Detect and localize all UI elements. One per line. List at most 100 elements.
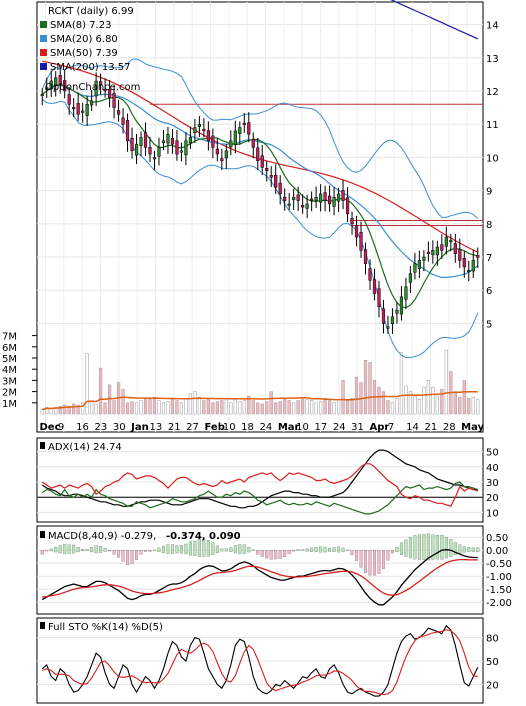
macd-histogram-bar	[278, 550, 282, 559]
candle-down	[121, 117, 125, 125]
macd-histogram-bar	[319, 546, 323, 553]
macd-histogram-bar	[184, 543, 188, 555]
price-panel	[36, 1, 484, 433]
candle-down	[130, 137, 134, 152]
volume-bar	[242, 400, 246, 415]
volume-bar	[476, 399, 480, 415]
date-tick-label: 10	[296, 422, 309, 433]
macd-histogram-bar	[251, 549, 255, 551]
candle-down	[103, 88, 107, 92]
volume-bar	[202, 400, 206, 415]
candle-down	[269, 175, 273, 178]
candle-up	[467, 270, 471, 273]
volume-bar	[256, 402, 260, 415]
volume-bar	[386, 400, 390, 415]
macd-label: MACD(8,40,9) -0.279,	[48, 531, 156, 542]
volume-bar	[422, 386, 426, 415]
price-tick-label: 5	[486, 319, 492, 330]
macd-histogram-bar	[126, 550, 130, 565]
volume-bar	[40, 409, 44, 415]
candle-up	[336, 193, 341, 202]
candle-up	[139, 137, 143, 146]
candle-down	[247, 122, 251, 135]
volume-bar	[170, 399, 175, 415]
macd-histogram-bar	[323, 546, 327, 553]
volume-bar	[85, 353, 89, 415]
macd-histogram-bar	[130, 550, 134, 565]
macd-histogram-bar	[112, 550, 116, 555]
price-axis: 14 13 12 11 10 9 8 7 6 5	[486, 21, 499, 331]
volume-average-line	[42, 390, 478, 411]
candle-down	[260, 155, 264, 168]
macd-histogram-bar	[462, 546, 466, 553]
candle-down	[323, 192, 327, 201]
volume-bar	[287, 400, 291, 415]
volume-bar	[292, 402, 296, 415]
legend: SMA(8) 7.23 SMA(20) 6.80 SMA(50) 7.39 SMA(2…	[40, 20, 131, 73]
macd-histogram-bar	[417, 534, 421, 560]
volume-bar	[220, 400, 224, 415]
adx-label: ADX(14) 24.74	[48, 442, 122, 453]
macd-histogram-bar	[202, 539, 206, 557]
volume-bar	[341, 380, 345, 415]
macd-histogram-bar	[314, 547, 318, 553]
macd-histogram-bar	[90, 547, 94, 553]
volume-bar	[269, 391, 273, 415]
macd-histogram-bar	[431, 534, 435, 560]
candle-up	[166, 133, 170, 144]
date-tick-label: 23	[95, 422, 108, 433]
candle-down	[256, 147, 260, 161]
macd-histogram-bar	[408, 537, 412, 559]
candle-up	[435, 246, 439, 256]
macd-histogram-bar	[453, 542, 457, 556]
macd-histogram-bar	[355, 550, 359, 561]
legend-label: SMA(50) 7.39	[50, 48, 118, 59]
legend-label: SMA(8) 7.23	[50, 20, 111, 31]
candle-down	[220, 158, 224, 161]
legend-swatch	[40, 63, 47, 70]
candle-down	[215, 148, 219, 155]
macd-histogram-bar	[476, 547, 480, 552]
macd-histogram-bar	[265, 550, 269, 559]
macd-histogram-bar	[390, 550, 394, 554]
candle-down	[63, 80, 67, 92]
macd-histogram-bar	[395, 547, 399, 553]
macd-histogram-bar	[121, 550, 125, 562]
volume-bar	[332, 402, 336, 415]
macd-histogram-bar	[157, 547, 161, 552]
macd-histogram-bar	[341, 547, 345, 552]
indicator-tick-label: 40	[486, 463, 499, 474]
candle-down	[440, 244, 444, 251]
volume-bar	[206, 399, 210, 415]
volume-bar	[188, 393, 193, 415]
macd-histogram-bar	[94, 545, 98, 554]
macd-histogram-bar	[301, 549, 305, 551]
candle-up	[390, 316, 395, 324]
candle-down	[453, 243, 457, 254]
volume-bar	[336, 399, 341, 415]
candle-down	[211, 135, 215, 148]
macd-histogram-bar	[283, 550, 287, 558]
candle-down	[116, 110, 121, 115]
macd-histogram-bar	[444, 537, 448, 559]
macd-histogram-bar	[381, 550, 385, 570]
date-tick-label: 7	[388, 422, 394, 433]
macd-histogram-bar	[435, 534, 439, 560]
volume-bar	[143, 398, 148, 415]
legend-label: SMA(20) 6.80	[50, 34, 118, 45]
macd-histogram-bar	[359, 550, 363, 568]
legend-swatch	[40, 35, 47, 42]
candle-up	[49, 80, 53, 90]
volume-bar	[224, 398, 228, 415]
macd-histogram-bar	[413, 535, 417, 560]
volume-bar	[166, 401, 170, 415]
date-tick-label: 31	[351, 422, 364, 433]
candle-down	[354, 225, 359, 238]
volume-bar	[99, 367, 103, 415]
candle-down	[296, 194, 300, 201]
candle-up	[161, 140, 166, 144]
volume-tick-label: 5M	[2, 354, 17, 365]
date-tick-label: Jan	[130, 422, 149, 433]
date-tick-label: 21	[425, 422, 438, 433]
volume-bar	[310, 400, 314, 415]
